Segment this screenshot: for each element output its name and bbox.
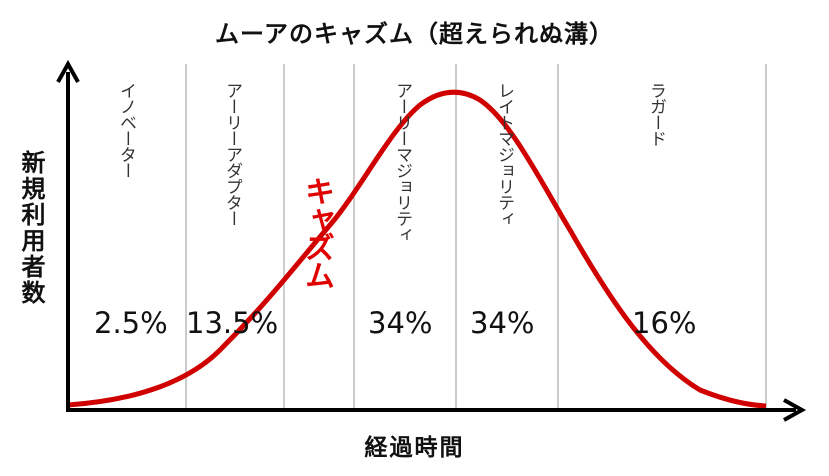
segment-percent-innovators: 2.5% — [94, 306, 168, 340]
segment-percent-early-adopters: 13.5% — [186, 306, 279, 340]
segment-label-early-majority: アーリーマジョリティ — [392, 82, 412, 242]
segment-label-innovators: イノベーター — [116, 82, 136, 178]
segment-percent-early-majority: 34% — [368, 306, 433, 340]
x-axis-arrowhead — [783, 398, 807, 422]
segment-label-late-majority: レイトマジョリティ — [494, 82, 514, 226]
y-axis-label: 新規利用者数 — [17, 150, 45, 306]
segment-percent-laggards: 16% — [632, 306, 697, 340]
x-axis-label: 経過時間 — [364, 435, 465, 461]
adoption-curve — [67, 89, 767, 409]
y-axis-arrowhead — [56, 59, 80, 83]
segment-label-laggards: ラガード — [646, 82, 666, 146]
diagram-title: ムーアのキャズム（超えられぬ溝） — [214, 20, 615, 48]
segment-label-early-adopters: アーリーアダプター — [222, 82, 242, 226]
chasm-label: キャズム — [299, 176, 334, 288]
segment-percent-late-majority: 34% — [470, 306, 535, 340]
